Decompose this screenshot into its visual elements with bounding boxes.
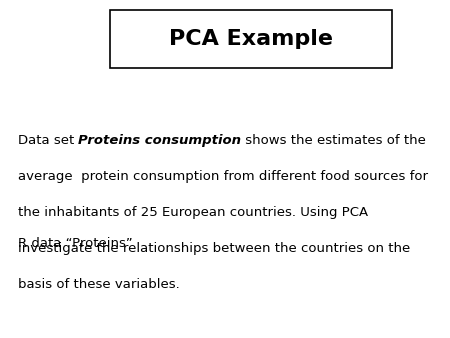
Text: PCA Example: PCA Example xyxy=(169,29,333,49)
Text: basis of these variables.: basis of these variables. xyxy=(18,278,180,291)
Text: Data set: Data set xyxy=(18,134,78,146)
Bar xyxy=(110,10,392,68)
Text: Proteins consumption: Proteins consumption xyxy=(78,134,242,146)
Text: average  protein consumption from different food sources for: average protein consumption from differe… xyxy=(18,170,428,183)
Text: R data “Proteins”: R data “Proteins” xyxy=(18,237,133,249)
Text: shows the estimates of the: shows the estimates of the xyxy=(242,134,427,146)
Text: the inhabitants of 25 European countries. Using PCA: the inhabitants of 25 European countries… xyxy=(18,206,368,219)
Text: investigate the relationships between the countries on the: investigate the relationships between th… xyxy=(18,242,410,255)
